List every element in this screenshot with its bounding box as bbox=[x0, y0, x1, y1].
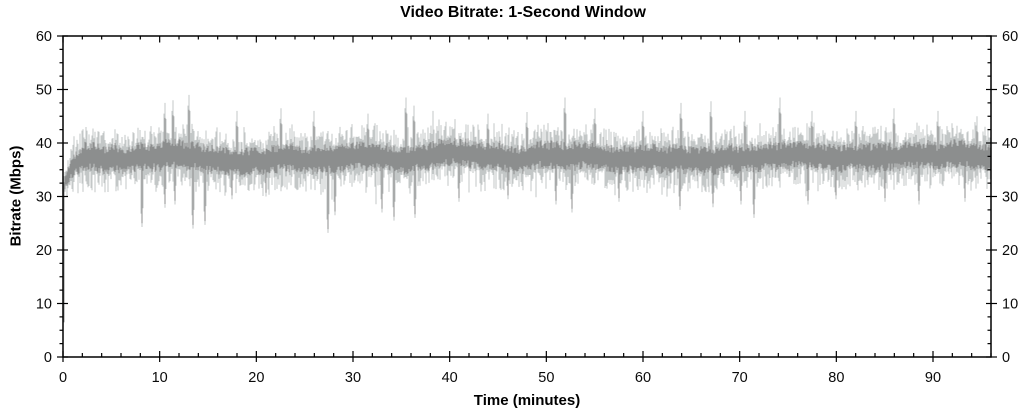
x-tick-label: 90 bbox=[925, 370, 941, 386]
y-tick-label-right: 40 bbox=[1002, 136, 1018, 152]
y-tick-label-left: 40 bbox=[36, 136, 52, 152]
y-tick-label-left: 0 bbox=[44, 350, 52, 366]
plot-frame bbox=[62, 35, 992, 358]
x-tick-label: 50 bbox=[538, 370, 554, 386]
y-tick-label-left: 20 bbox=[36, 243, 52, 259]
y-tick-label-right: 30 bbox=[1002, 190, 1018, 206]
y-tick-label-left: 10 bbox=[36, 297, 52, 313]
x-tick-label: 40 bbox=[442, 370, 458, 386]
y-tick-label-left: 50 bbox=[36, 83, 52, 99]
y-tick-label-left: 60 bbox=[36, 29, 52, 45]
x-axis-label: Time (minutes) bbox=[473, 392, 581, 409]
x-tick-label: 10 bbox=[152, 370, 168, 386]
y-tick-label-right: 60 bbox=[1002, 29, 1018, 45]
x-tick-label: 20 bbox=[248, 370, 264, 386]
axis-ticks bbox=[57, 35, 997, 362]
bitrate-series bbox=[62, 94, 992, 323]
x-tick-label: 70 bbox=[732, 370, 748, 386]
y-tick-label-right: 10 bbox=[1002, 297, 1018, 313]
x-tick-label: 80 bbox=[828, 370, 844, 386]
chart-title: Video Bitrate: 1-Second Window bbox=[400, 4, 646, 21]
y-tick-label-right: 0 bbox=[1002, 350, 1010, 366]
x-tick-label: 0 bbox=[59, 370, 67, 386]
y-tick-label-right: 20 bbox=[1002, 243, 1018, 259]
y-tick-label-right: 50 bbox=[1002, 83, 1018, 99]
y-tick-label-left: 30 bbox=[36, 190, 52, 206]
x-tick-label: 30 bbox=[345, 370, 361, 386]
x-tick-label: 60 bbox=[635, 370, 651, 386]
